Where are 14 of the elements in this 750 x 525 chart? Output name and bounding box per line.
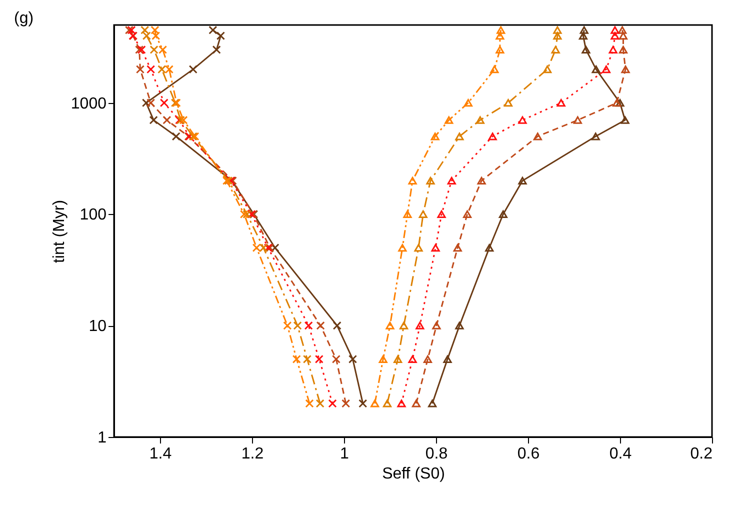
x-tick-label: 0.4 <box>609 446 632 462</box>
x-tick-label: 1.2 <box>241 446 264 462</box>
x-tick-label: 1 <box>340 446 350 462</box>
x-tick-label: 0.6 <box>517 446 540 462</box>
y-tick-label: 100 <box>80 206 107 224</box>
y-axis-title: tint (Myr) <box>50 200 68 264</box>
text: (g) <box>14 10 34 27</box>
x-tick-label: 0.2 <box>690 446 713 462</box>
x-tick-label: 1.4 <box>149 446 172 462</box>
y-tick-label: 1 <box>98 430 107 446</box>
y-tick-label: 1000 <box>70 95 107 112</box>
x-axis-title: Seff (S0) <box>382 466 445 482</box>
y-tick-label: 10 <box>88 318 107 336</box>
x-tick-label: 0.8 <box>425 446 448 462</box>
